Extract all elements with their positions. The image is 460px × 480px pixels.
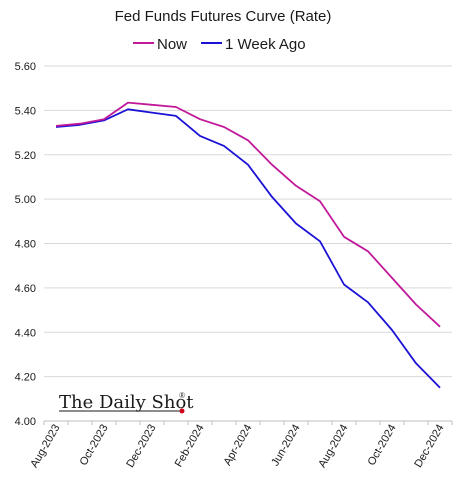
- x-tick-label: Oct-2024: [366, 423, 399, 468]
- y-tick-label: 5.00: [15, 194, 36, 206]
- x-tick-label: Aug-2024: [316, 423, 350, 470]
- x-tick-label: Aug-2023: [28, 423, 62, 470]
- x-tick-label: Oct-2023: [78, 423, 111, 468]
- y-tick-label: 4.80: [15, 239, 36, 251]
- series-line-now: [55, 101, 441, 328]
- legend-label-now: Now: [157, 36, 187, 53]
- x-tick-label: Dec-2023: [124, 423, 158, 470]
- plot-series: [55, 101, 441, 389]
- y-tick-label: 5.20: [15, 150, 36, 162]
- watermark: The Daily Shot ®: [59, 391, 194, 414]
- watermark-dot: [179, 408, 185, 414]
- x-axis: Aug-2023 Oct-2023 Dec-2023 Feb-2024 Apr-2024…: [28, 420, 453, 470]
- y-tick-label: 5.60: [15, 61, 36, 73]
- legend-label-1-week-ago: 1 Week Ago: [225, 36, 306, 53]
- x-tick-label: Dec-2024: [412, 423, 446, 470]
- watermark-registered-mark: ®: [179, 391, 185, 400]
- series-line-1-week-ago: [55, 108, 441, 389]
- y-tick-label: 4.20: [15, 372, 36, 384]
- x-tick-label: Jun-2024: [269, 423, 302, 469]
- y-axis: 4.00 4.20 4.40 4.60 4.80 5.00 5.20 5.40 5.60: [15, 61, 36, 428]
- x-tick-label: Apr-2024: [222, 423, 255, 468]
- gridlines: [44, 65, 452, 378]
- y-tick-label: 5.40: [15, 105, 36, 117]
- chart-title: Fed Funds Futures Curve (Rate): [115, 8, 332, 25]
- y-tick-label: 4.00: [15, 416, 36, 428]
- watermark-text: The Daily Shot: [59, 392, 194, 413]
- x-tick-label: Feb-2024: [173, 423, 207, 470]
- y-tick-label: 4.40: [15, 327, 36, 339]
- y-tick-label: 4.60: [15, 283, 36, 295]
- legend: Now 1 Week Ago: [133, 36, 306, 53]
